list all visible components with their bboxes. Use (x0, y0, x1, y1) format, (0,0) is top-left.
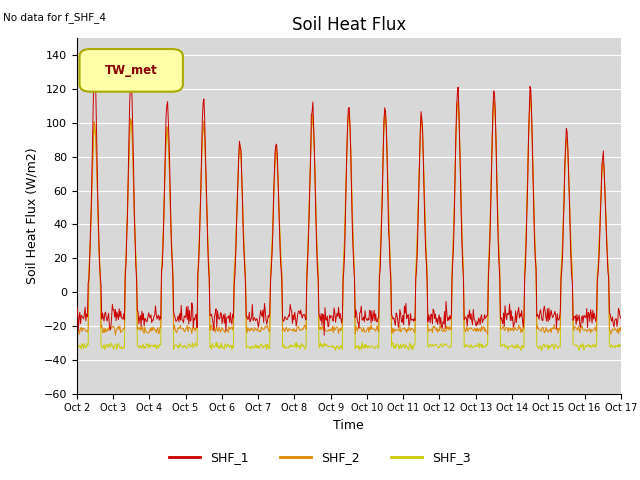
Text: TW_met: TW_met (105, 64, 157, 77)
Title: Soil Heat Flux: Soil Heat Flux (292, 16, 406, 34)
Text: No data for f_SHF_4: No data for f_SHF_4 (3, 12, 106, 23)
Legend: SHF_1, SHF_2, SHF_3: SHF_1, SHF_2, SHF_3 (164, 446, 476, 469)
FancyBboxPatch shape (79, 49, 183, 92)
Y-axis label: Soil Heat Flux (W/m2): Soil Heat Flux (W/m2) (25, 148, 38, 284)
X-axis label: Time: Time (333, 419, 364, 432)
